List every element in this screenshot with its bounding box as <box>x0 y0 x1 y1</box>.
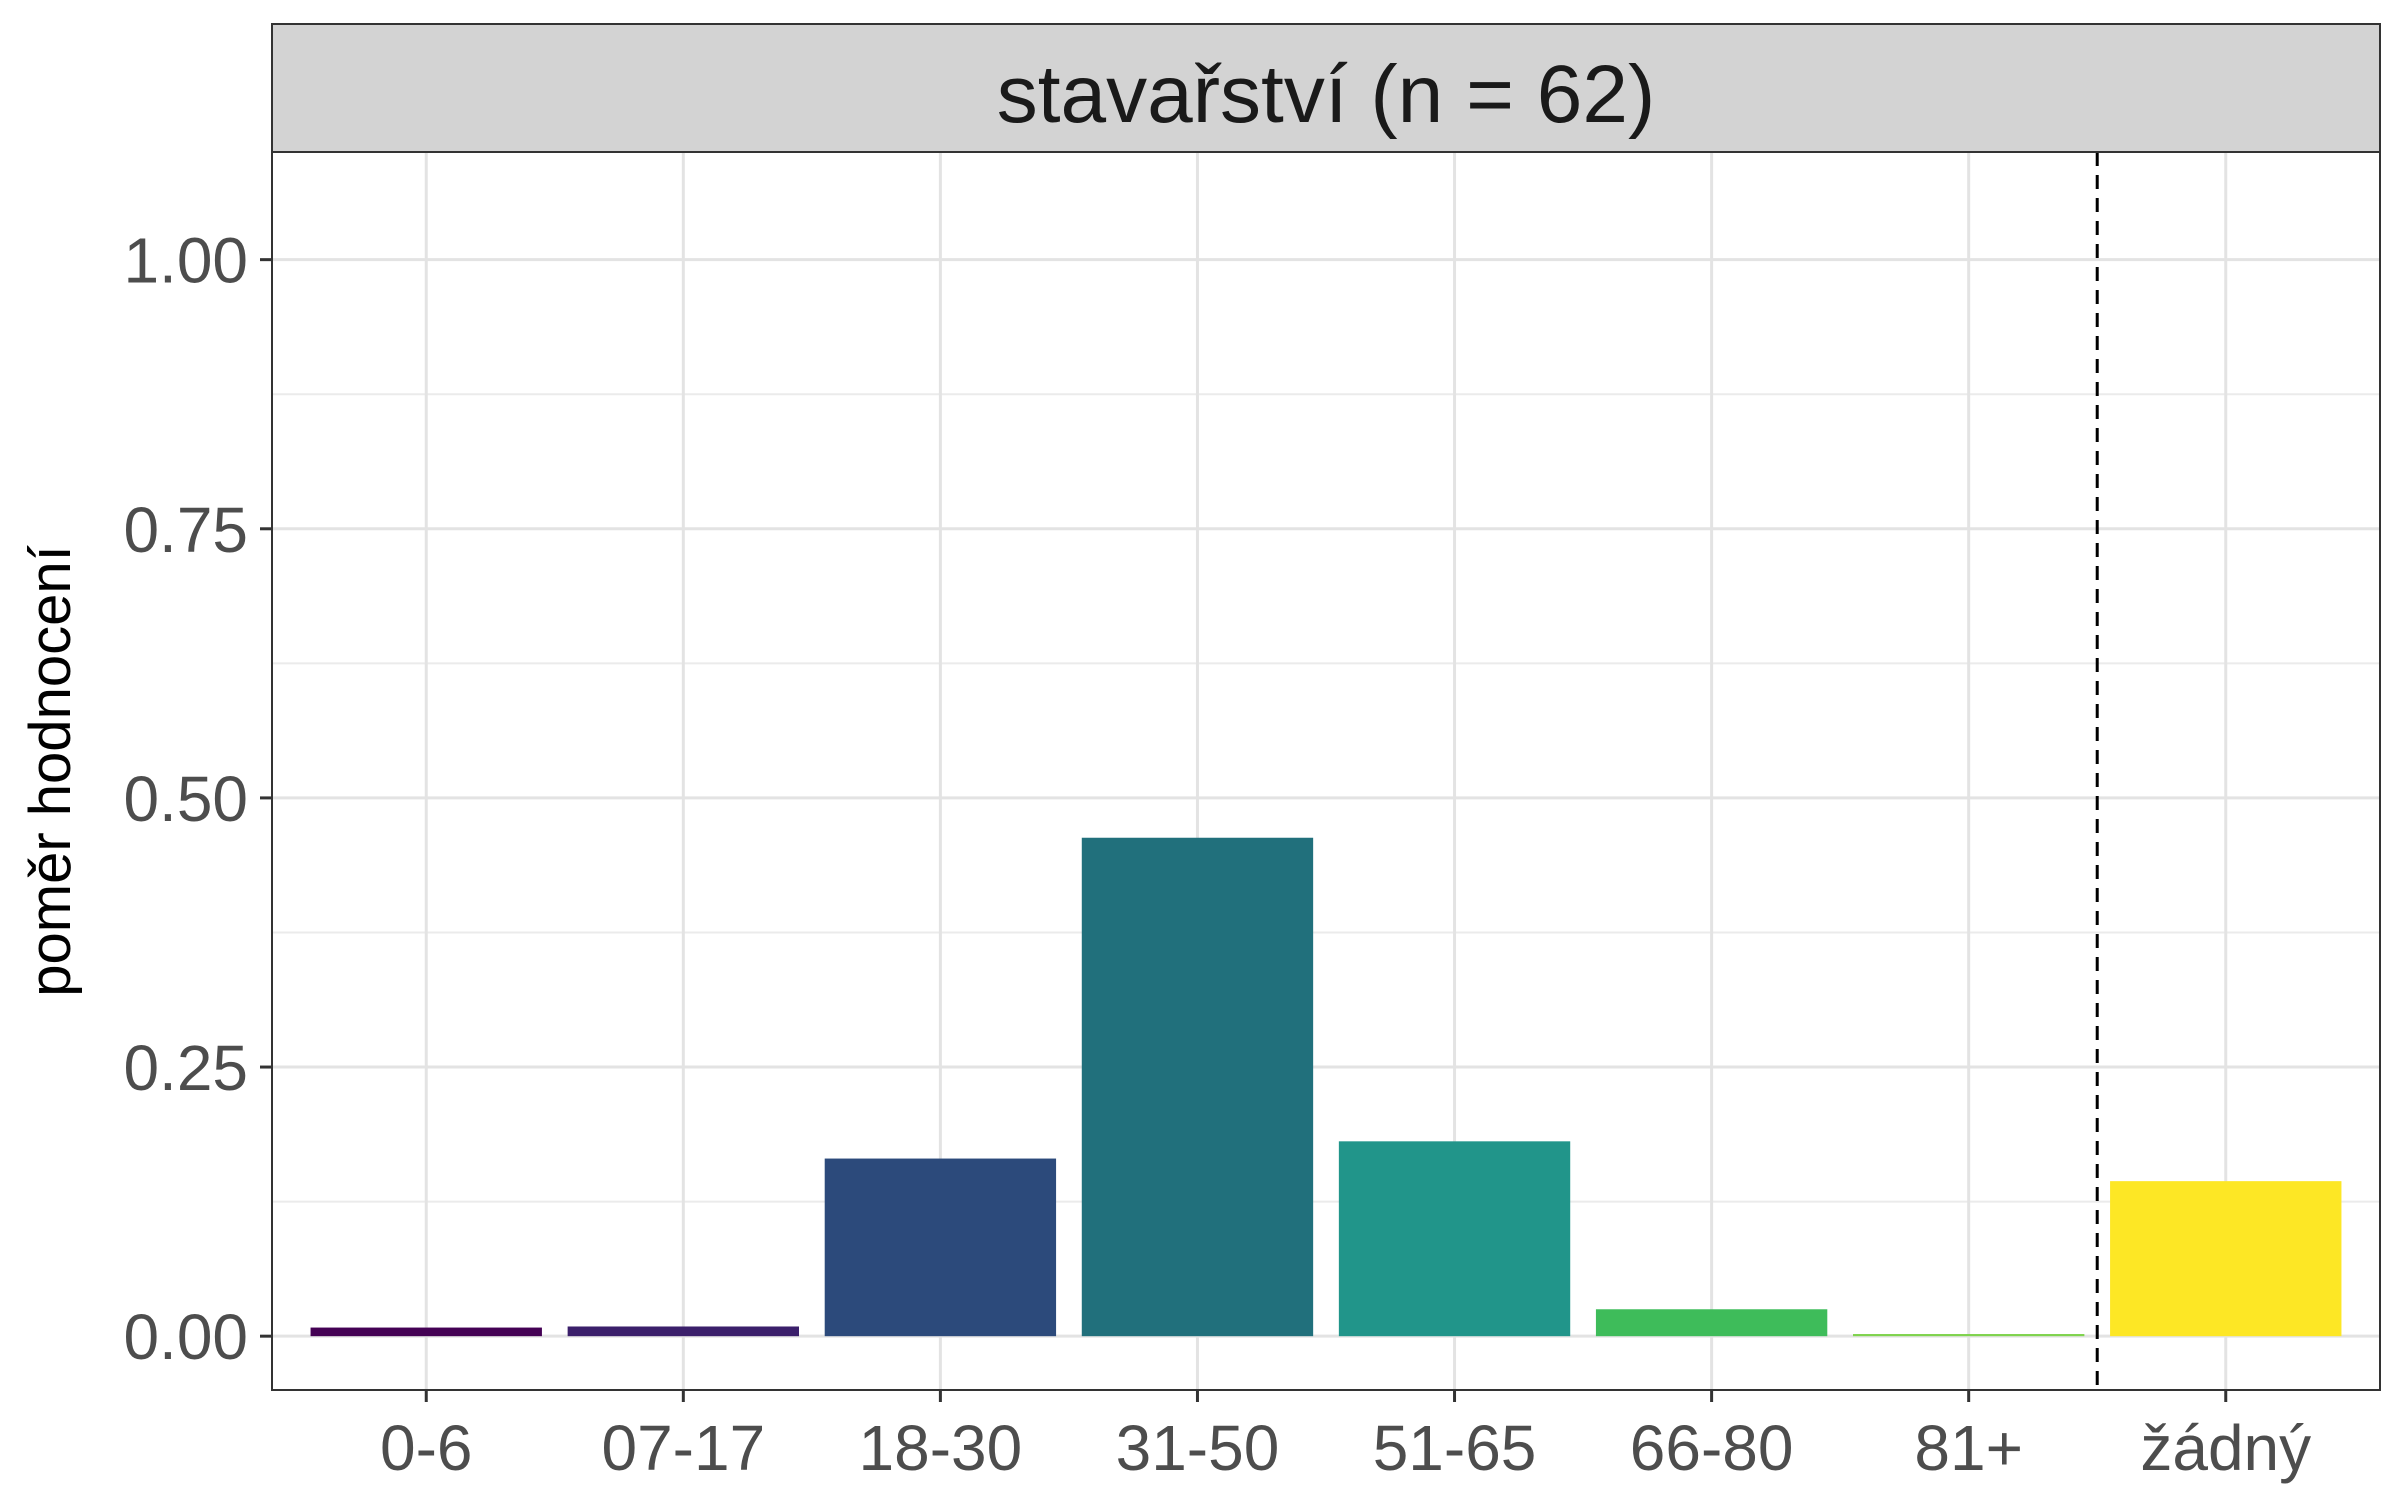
y-tick-label: 0.75 <box>123 494 248 566</box>
grid-lines <box>272 152 2380 1390</box>
y-tick-label: 1.00 <box>123 225 248 297</box>
x-tick-label: 66-80 <box>1630 1412 1794 1484</box>
axes: 0.00 0.25 0.50 0.75 1.00 0-6 07-17 18-30 31-50 51… <box>123 225 2311 1484</box>
bar-51-65 <box>1338 1141 1571 1337</box>
y-tick-label: 0.00 <box>123 1301 248 1373</box>
y-tick-label: 0.50 <box>123 763 248 835</box>
bar-66-80 <box>1595 1309 1828 1337</box>
facet-strip: stavařství (n = 62) <box>271 23 2381 153</box>
x-tick-label: žádný <box>2140 1412 2311 1484</box>
bar-žádný <box>2110 1181 2342 1337</box>
x-tick-label: 18-30 <box>859 1412 1023 1484</box>
bar-81+ <box>1853 1334 2085 1337</box>
bar-31-50 <box>1081 837 1314 1337</box>
x-tick-label: 81+ <box>1914 1412 2023 1484</box>
bar-07-17 <box>567 1326 799 1337</box>
facet-strip-background <box>271 23 2381 153</box>
x-tick-label: 31-50 <box>1116 1412 1280 1484</box>
x-tick-label: 07-17 <box>601 1412 765 1484</box>
bar-18-30 <box>824 1158 1057 1337</box>
facet-title: stavařství (n = 62) <box>997 49 1656 140</box>
x-tick-label: 51-65 <box>1373 1412 1537 1484</box>
bars <box>310 837 2342 1337</box>
x-tick-label: 0-6 <box>380 1412 473 1484</box>
bar-0-6 <box>310 1327 542 1337</box>
y-axis-label: poměr hodnocení <box>18 545 83 996</box>
y-tick-label: 0.25 <box>123 1032 248 1104</box>
